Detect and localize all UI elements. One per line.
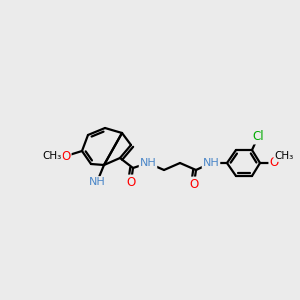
Text: O: O [126, 176, 136, 188]
Text: O: O [61, 149, 70, 163]
Text: NH: NH [202, 158, 219, 168]
Text: NH: NH [140, 158, 156, 168]
Text: O: O [269, 157, 279, 169]
Text: O: O [189, 178, 199, 190]
Text: NH: NH [88, 177, 105, 187]
Text: CH₃: CH₃ [274, 151, 294, 161]
Text: CH₃: CH₃ [42, 151, 62, 161]
Text: Cl: Cl [252, 130, 264, 143]
